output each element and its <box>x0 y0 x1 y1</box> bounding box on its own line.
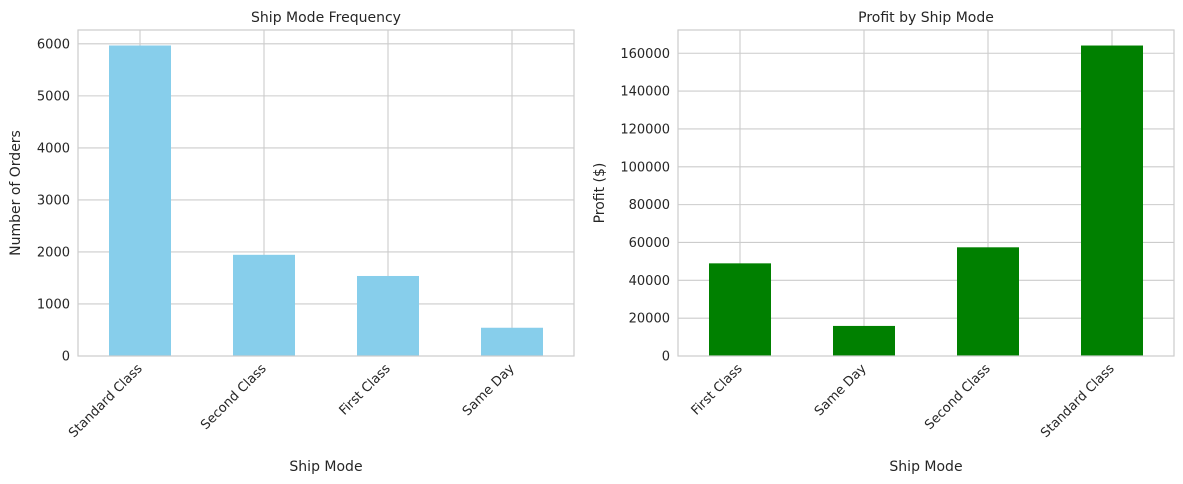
y-tick-label: 60000 <box>629 236 670 251</box>
y-tick-label: 140000 <box>620 85 670 100</box>
bar <box>109 45 171 356</box>
bar <box>709 263 771 356</box>
x-tick-label: Second Class <box>922 361 994 433</box>
y-tick-label: 120000 <box>620 122 670 137</box>
y-axis-label: Number of Orders <box>8 130 24 256</box>
y-tick-label: 2000 <box>37 245 70 260</box>
x-axis-label: Ship Mode <box>289 459 362 475</box>
y-tick-label: 0 <box>62 350 70 365</box>
y-tick-label: 5000 <box>37 89 70 104</box>
y-tick-label: 40000 <box>629 274 670 289</box>
y-tick-label: 160000 <box>620 47 670 62</box>
y-tick-label: 6000 <box>37 37 70 52</box>
bar <box>957 247 1019 356</box>
axes-frame <box>677 29 1175 357</box>
y-tick-label: 0 <box>662 350 670 365</box>
y-tick-label: 1000 <box>37 297 70 312</box>
y-axis-label: Profit ($) <box>592 163 608 224</box>
x-tick-label: First Class <box>337 361 394 418</box>
chart-title: Profit by Ship Mode <box>858 10 994 26</box>
bar <box>233 254 295 356</box>
y-tick-label: 4000 <box>37 141 70 156</box>
plot-area: 0 20000 40000 60000 80000 100000 120000 140000 1… <box>620 29 1175 441</box>
x-tick-label: Standard Class <box>1038 361 1118 441</box>
chart-ship-mode-frequency: 0 1000 2000 3000 4000 5000 6000 Standard Class S… <box>8 10 575 475</box>
bar <box>357 275 419 356</box>
x-tick-label: Same Day <box>812 361 870 419</box>
x-tick-label: First Class <box>689 361 746 418</box>
x-axis-label: Ship Mode <box>889 459 962 475</box>
chart-title: Ship Mode Frequency <box>251 10 401 26</box>
y-tick-label: 20000 <box>629 312 670 327</box>
bar <box>481 327 543 356</box>
plot-area: 0 1000 2000 3000 4000 5000 6000 Standard Class S… <box>37 29 575 441</box>
y-tick-label: 80000 <box>629 198 670 213</box>
y-tick-label: 100000 <box>620 160 670 175</box>
x-tick-label: Second Class <box>198 361 270 433</box>
axes-frame <box>77 29 575 357</box>
bar <box>833 325 895 356</box>
x-tick-label: Standard Class <box>66 361 146 441</box>
x-tick-label: Same Day <box>460 361 518 419</box>
bar <box>1081 45 1143 356</box>
y-tick-label: 3000 <box>37 193 70 208</box>
chart-profit-by-ship-mode: 0 20000 40000 60000 80000 100000 120000 140000 1… <box>592 10 1175 475</box>
